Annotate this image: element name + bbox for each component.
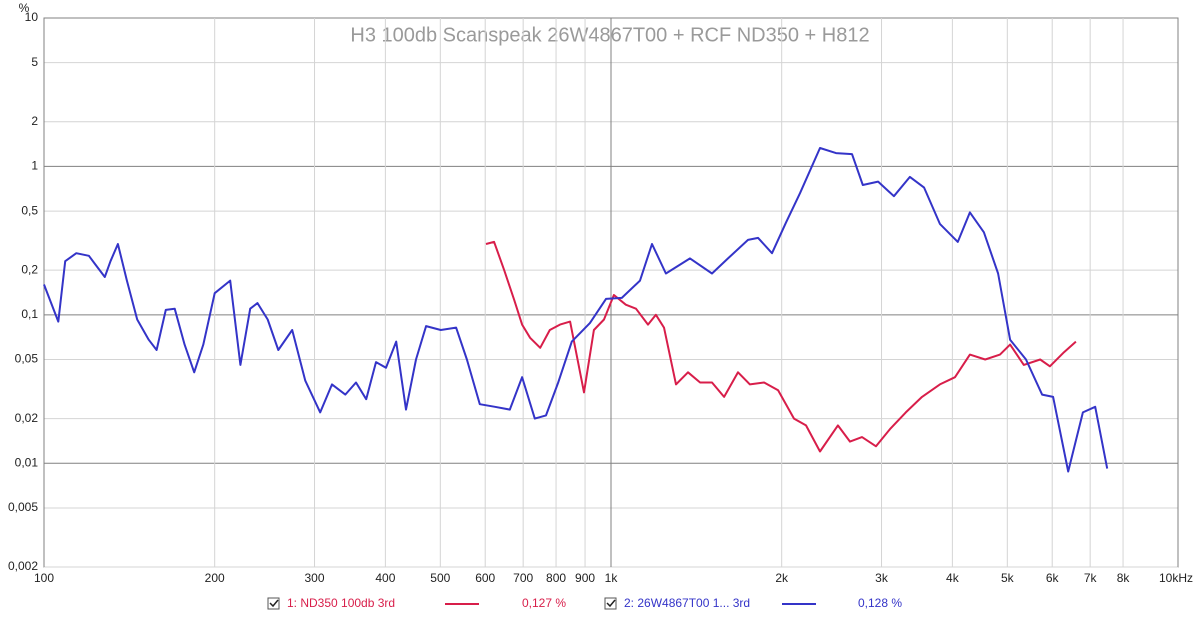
x-tick-label: 300 (305, 571, 325, 585)
legend-value: 0,128 % (858, 596, 902, 610)
x-tick-label: 100 (34, 571, 54, 585)
series-line (43, 147, 1109, 473)
y-tick-label: 0,1 (21, 307, 38, 321)
x-tick-label: 800 (546, 571, 566, 585)
check-mark (269, 599, 279, 608)
grid (43, 17, 1179, 568)
y-tick-label: 0,02 (15, 411, 39, 425)
x-tick-label: 600 (475, 571, 495, 585)
chart-title: H3 100db Scanspeak 26W4867T00 + RCF ND35… (350, 24, 869, 46)
x-tick-label: 700 (513, 571, 533, 585)
x-tick-label: 6k (1046, 571, 1060, 585)
x-tick-label: 2k (775, 571, 789, 585)
x-tick-label: 7k (1084, 571, 1098, 585)
x-tick-label: 10kHz (1159, 571, 1193, 585)
y-axis-label: % (19, 1, 30, 15)
legend-value: 0,127 % (522, 596, 566, 610)
legend-label: 1: ND350 100db 3rd (287, 596, 395, 610)
y-tick-label: 0,002 (8, 559, 38, 573)
x-tick-label: 500 (430, 571, 450, 585)
check-mark (606, 599, 616, 608)
y-tick-label: 0,01 (15, 455, 39, 469)
x-tick-label: 4k (946, 571, 960, 585)
legend-checkbox[interactable] (267, 597, 280, 610)
y-tick-label: 0,2 (21, 262, 38, 276)
legend (267, 597, 617, 610)
y-tick-label: 0,5 (21, 203, 38, 217)
y-tick-label: 5 (31, 55, 38, 69)
x-tick-label: 1k (605, 571, 619, 585)
x-tick-label: 900 (575, 571, 595, 585)
y-tick-label: 0,05 (15, 352, 39, 366)
y-tick-label: 0,005 (8, 500, 38, 514)
legend-label: 2: 26W4867T00 1... 3rd (624, 596, 750, 610)
x-tick-label: 5k (1001, 571, 1015, 585)
legend-checkbox[interactable] (604, 597, 617, 610)
y-tick-label: 2 (31, 114, 38, 128)
series-line (485, 240, 1077, 453)
x-tick-label: 8k (1117, 571, 1131, 585)
y-tick-label: 10 (25, 10, 39, 24)
x-tick-label: 3k (875, 571, 889, 585)
x-tick-label: 200 (205, 571, 225, 585)
y-tick-label: 1 (31, 159, 38, 173)
x-tick-label: 400 (375, 571, 395, 585)
